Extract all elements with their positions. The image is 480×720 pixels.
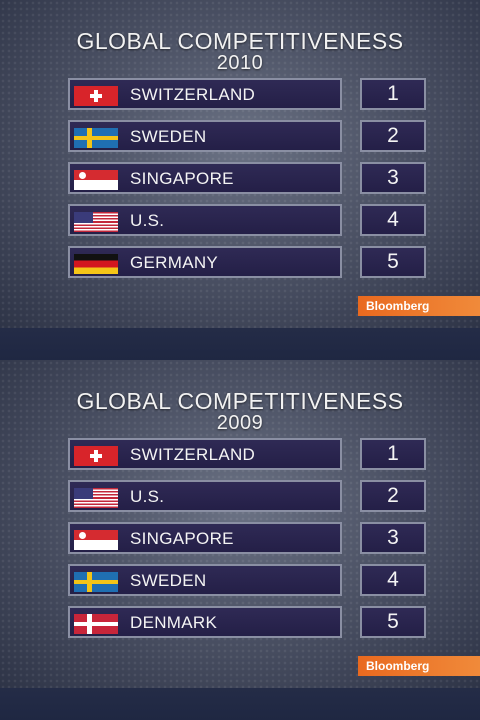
denmark-flag-icon [74, 614, 118, 634]
bloomberg-logo: Bloomberg [358, 656, 480, 676]
divider-band [0, 688, 480, 720]
divider-band [0, 328, 480, 360]
rank-value: 3 [360, 522, 426, 554]
title-line-1: GLOBAL COMPETITIVENESS [76, 388, 404, 414]
title-year: 2009 [216, 412, 264, 434]
ranking-panel-2009: GLOBAL COMPETITIVENESS 2009 SWITZERLAND … [0, 360, 480, 688]
country-name: SINGAPORE [130, 529, 234, 548]
ranking-row: SWEDEN 2 [68, 120, 430, 154]
bloomberg-logo: Bloomberg [358, 296, 480, 316]
country-name: DENMARK [130, 613, 218, 632]
ranking-row: SINGAPORE 3 [68, 162, 430, 196]
us-flag-icon [74, 488, 118, 508]
rank-value: 1 [360, 78, 426, 110]
country-name: U.S. [130, 211, 165, 230]
switzerland-flag-icon [74, 446, 118, 466]
country-cell: SWITZERLAND [68, 438, 342, 470]
country-name: GERMANY [130, 253, 219, 272]
rank-value: 3 [360, 162, 426, 194]
rank-value: 4 [360, 204, 426, 236]
country-name: SWITZERLAND [130, 445, 256, 464]
ranking-row: SWITZERLAND 1 [68, 438, 430, 472]
rank-value: 4 [360, 564, 426, 596]
panel-title: GLOBAL COMPETITIVENESS 2010 [0, 28, 480, 75]
rank-value: 2 [360, 120, 426, 152]
ranking-row: U.S. 2 [68, 480, 430, 514]
ranking-row: SINGAPORE 3 [68, 522, 430, 556]
country-name: SWITZERLAND [130, 85, 256, 104]
ranking-row: SWITZERLAND 1 [68, 78, 430, 112]
title-year: 2010 [216, 52, 264, 74]
country-cell: SINGAPORE [68, 522, 342, 554]
country-cell: SINGAPORE [68, 162, 342, 194]
singapore-flag-icon [74, 530, 118, 550]
country-cell: U.S. [68, 204, 342, 236]
panel-title: GLOBAL COMPETITIVENESS 2009 [0, 388, 480, 435]
country-name: SWEDEN [130, 571, 207, 590]
ranking-row: SWEDEN 4 [68, 564, 430, 598]
us-flag-icon [74, 212, 118, 232]
rank-value: 5 [360, 246, 426, 278]
country-name: U.S. [130, 487, 165, 506]
country-cell: U.S. [68, 480, 342, 512]
singapore-flag-icon [74, 170, 118, 190]
country-name: SWEDEN [130, 127, 207, 146]
sweden-flag-icon [74, 128, 118, 148]
germany-flag-icon [74, 254, 118, 274]
ranking-row: U.S. 4 [68, 204, 430, 238]
switzerland-flag-icon [74, 86, 118, 106]
country-cell: SWITZERLAND [68, 78, 342, 110]
ranking-row: DENMARK 5 [68, 606, 430, 640]
country-cell: SWEDEN [68, 564, 342, 596]
rank-value: 1 [360, 438, 426, 470]
country-cell: GERMANY [68, 246, 342, 278]
country-name: SINGAPORE [130, 169, 234, 188]
ranking-row: GERMANY 5 [68, 246, 430, 280]
ranking-panel-2010: GLOBAL COMPETITIVENESS 2010 SWITZERLAND … [0, 0, 480, 328]
title-line-1: GLOBAL COMPETITIVENESS [76, 28, 404, 54]
sweden-flag-icon [74, 572, 118, 592]
rank-value: 5 [360, 606, 426, 638]
country-cell: SWEDEN [68, 120, 342, 152]
rank-value: 2 [360, 480, 426, 512]
country-cell: DENMARK [68, 606, 342, 638]
